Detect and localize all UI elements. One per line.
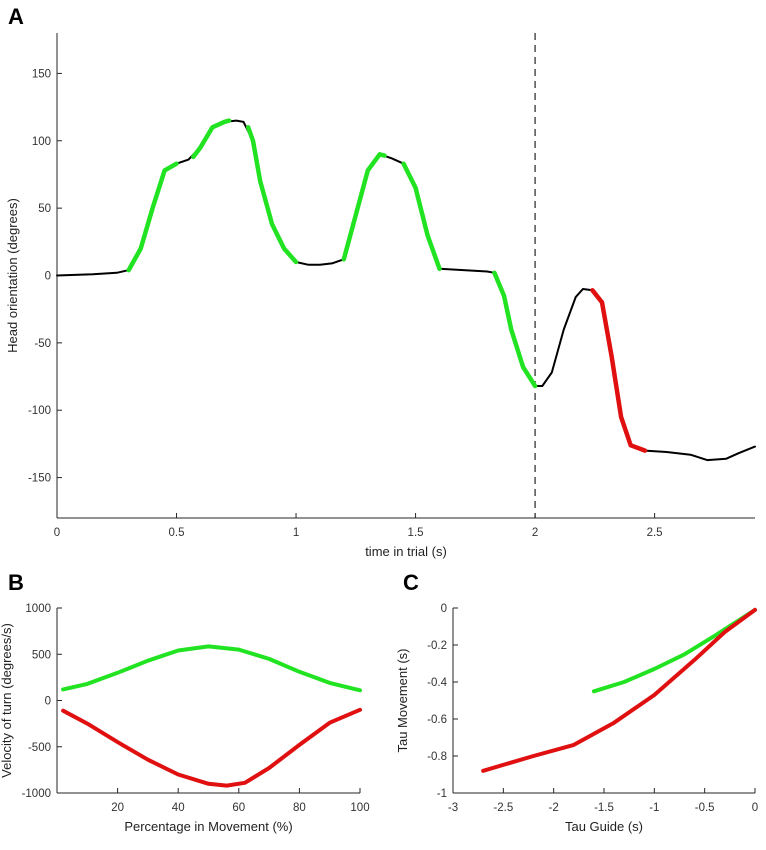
y-axis-label: Head orientation (degrees) — [5, 198, 20, 353]
x-tick-label: 0 — [54, 527, 60, 539]
series-guided-line — [61, 644, 362, 693]
series-guided-movement-segment — [126, 161, 179, 273]
x-tick-label: 1.5 — [408, 527, 424, 539]
x-tick-label: 40 — [172, 802, 185, 814]
x-tick-label: -0.5 — [695, 802, 715, 814]
y-tick-label: -50 — [34, 338, 51, 350]
panel-letter: B — [8, 570, 24, 595]
x-axis-label: Percentage in Movement (%) — [124, 819, 292, 834]
y-tick-label: 0 — [45, 696, 51, 708]
x-tick-label: 100 — [350, 802, 369, 814]
series-guided-movement-segment — [245, 125, 299, 265]
y-tick-label: -0.2 — [427, 640, 447, 652]
series-guided-movement-segment — [341, 152, 387, 262]
x-tick-label: 20 — [111, 802, 124, 814]
x-tick-label: -1.5 — [594, 802, 614, 814]
x-tick-label: 0.5 — [169, 527, 185, 539]
y-tick-label: -1 — [437, 788, 447, 800]
x-axis-label: time in trial (s) — [365, 544, 447, 559]
y-tick-label: -100 — [28, 405, 51, 417]
panel-c: C -3 -2.5 -2 -1.5 -1 -0.5 0 0 -0.2 -0.4 -0.6 -0.8 -1 T… — [395, 570, 758, 834]
x-tick-label: 2.5 — [647, 527, 663, 539]
x-tick-label: -2.5 — [493, 802, 513, 814]
series-guided-movement-segment — [492, 270, 538, 389]
x-tick-label: -2 — [549, 802, 559, 814]
y-tick-label: -0.4 — [427, 677, 447, 689]
y-tick-label: 0 — [45, 271, 51, 283]
x-tick-label: 1 — [293, 527, 299, 539]
x-tick-label: 60 — [232, 802, 245, 814]
y-axis-label: Velocity of turn (degrees/s) — [0, 623, 14, 778]
series-unguided-line — [481, 607, 757, 773]
y-tick-label: 0 — [441, 603, 447, 615]
series-guided-movement-segment — [401, 161, 442, 272]
y-tick-label: -150 — [28, 473, 51, 485]
panel-letter: A — [8, 4, 24, 29]
x-tick-label: -3 — [448, 802, 458, 814]
x-tick-label: 2 — [532, 527, 538, 539]
y-tick-label: 50 — [38, 203, 51, 215]
series-guided-movement-segment — [191, 118, 232, 160]
y-tick-label: -500 — [28, 742, 51, 754]
series-unguided-movement-segment — [590, 288, 648, 453]
y-axis-label: Tau Movement (s) — [395, 648, 410, 752]
x-axis-label: Tau Guide (s) — [565, 819, 643, 834]
y-tick-label: 500 — [32, 649, 51, 661]
y-tick-label: -0.6 — [427, 714, 447, 726]
y-tick-label: -1000 — [22, 788, 51, 800]
series-unguided-line — [61, 707, 362, 788]
y-tick-label: 150 — [32, 68, 51, 80]
x-tick-label: -1 — [649, 802, 659, 814]
y-tick-label: 100 — [32, 136, 51, 148]
y-tick-label: -0.8 — [427, 751, 447, 763]
panel-letter: C — [403, 570, 419, 595]
x-tick-label: 80 — [293, 802, 306, 814]
panel-b: B 20 40 60 80 100 1000 500 0 -500 -1000 Percentage … — [0, 570, 370, 834]
y-tick-label: 1000 — [25, 603, 51, 615]
panel-a: A 0 0.5 1 1.5 2 2.5 150 100 50 0 -50 -100 -150 time in… — [5, 4, 756, 559]
x-tick-label: 0 — [752, 802, 758, 814]
